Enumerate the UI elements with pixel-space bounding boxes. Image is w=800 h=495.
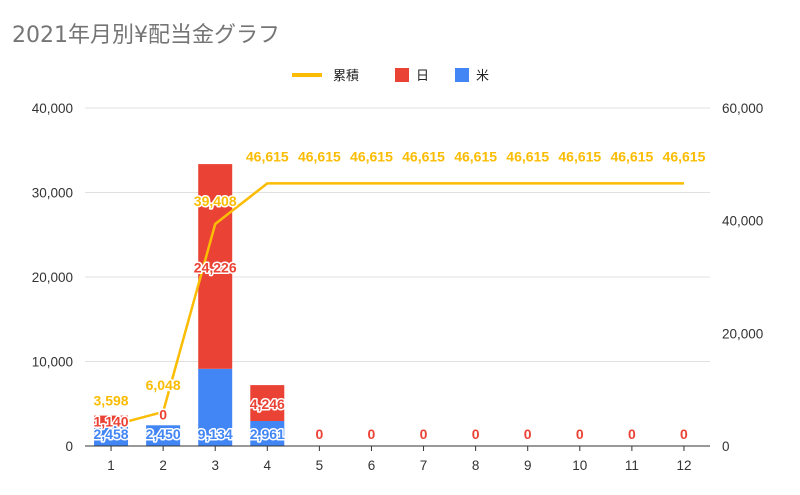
- cumulative-label: 46,615: [454, 148, 497, 164]
- x-axis-tick-label: 1: [107, 458, 115, 473]
- bar-label-us: 2,458: [94, 426, 129, 442]
- right-axis-tick-label: 0: [722, 439, 730, 454]
- x-axis-tick-label: 8: [472, 458, 480, 473]
- bar-label-jp: 0: [315, 426, 323, 442]
- cumulative-label: 46,615: [298, 148, 341, 164]
- left-axis-tick-label: 10,000: [32, 355, 73, 370]
- cumulative-line-layer: [110, 182, 684, 427]
- left-axis-tick-label: 0: [65, 439, 73, 454]
- left-axis-tick-label: 20,000: [32, 270, 73, 285]
- legend-item-cumulative[interactable]: 累積: [292, 69, 359, 84]
- bar-label-us: 9,134: [198, 426, 233, 442]
- x-axis-tick-label: 9: [524, 458, 532, 473]
- cumulative-label: 46,615: [663, 148, 706, 164]
- cumulative-line: [110, 182, 684, 427]
- bar-label-jp: 0: [524, 426, 532, 442]
- bar-us: [250, 420, 285, 446]
- legend: 累積 日 米: [292, 68, 489, 84]
- cumulative-label: 46,615: [350, 148, 393, 164]
- right-axis-tick-label: 60,000: [722, 101, 763, 116]
- x-axis-tick-label: 11: [625, 458, 639, 473]
- x-axis-tick-label: 10: [572, 458, 587, 473]
- bar-label-jp: 0: [576, 426, 584, 442]
- cumulative-label: 39,408: [194, 193, 237, 209]
- axes: 010,00020,00030,00040,000020,00040,00060…: [32, 101, 764, 473]
- x-axis-tick-label: 2: [159, 458, 167, 473]
- x-axis-tick-label: 12: [676, 458, 691, 473]
- x-axis-tick-label: 4: [264, 458, 272, 473]
- right-axis-tick-label: 20,000: [722, 326, 763, 341]
- bar-label-jp: 4,246: [250, 396, 285, 412]
- bar-us: [146, 425, 181, 446]
- cumulative-label: 46,615: [506, 148, 549, 164]
- bar-label-us: 2,961: [250, 426, 285, 442]
- bar-label-us: 2,450: [146, 426, 181, 442]
- cumulative-label: 6,048: [146, 377, 181, 393]
- bar-label-jp: 24,226: [194, 259, 237, 275]
- cumulative-label: 46,615: [246, 148, 289, 164]
- bar-jp: [94, 415, 129, 426]
- bar-label-jp: 0: [472, 426, 480, 442]
- cumulative-label: 46,615: [558, 148, 601, 164]
- legend-swatch-cumulative: [292, 73, 322, 77]
- bar-label-jp: 0: [159, 406, 167, 422]
- bar-jp: [250, 385, 285, 421]
- cumulative-label: 46,615: [402, 148, 445, 164]
- legend-item-us[interactable]: 米: [455, 68, 489, 84]
- legend-label-jp: 日: [416, 69, 429, 84]
- right-axis-tick-label: 40,000: [722, 214, 763, 229]
- legend-swatch-us: [455, 68, 469, 82]
- legend-label-cumulative: 累積: [333, 69, 359, 84]
- bar-label-jp: 0: [628, 426, 636, 442]
- bar-label-jp: 0: [680, 426, 688, 442]
- x-axis-tick-label: 6: [368, 458, 376, 473]
- x-axis-tick-label: 3: [211, 458, 219, 473]
- bar-us: [198, 368, 233, 446]
- legend-item-jp[interactable]: 日: [395, 68, 429, 84]
- cumulative-label: 46,615: [610, 148, 653, 164]
- chart-title: 2021年月別¥配当金グラフ: [12, 23, 280, 48]
- bar-label-jp: 1,140: [94, 413, 129, 429]
- legend-swatch-jp: [395, 68, 409, 82]
- legend-label-us: 米: [476, 69, 489, 84]
- cumulative-label: 3,598: [94, 393, 129, 409]
- left-axis-tick-label: 30,000: [32, 186, 73, 201]
- left-axis-tick-label: 40,000: [32, 101, 73, 116]
- x-axis-tick-label: 7: [420, 458, 428, 473]
- bar-label-jp: 0: [368, 426, 376, 442]
- bar-us: [94, 425, 129, 446]
- grid: [85, 107, 710, 362]
- x-axis-tick-label: 5: [316, 458, 324, 473]
- bar-label-jp: 0: [420, 426, 428, 442]
